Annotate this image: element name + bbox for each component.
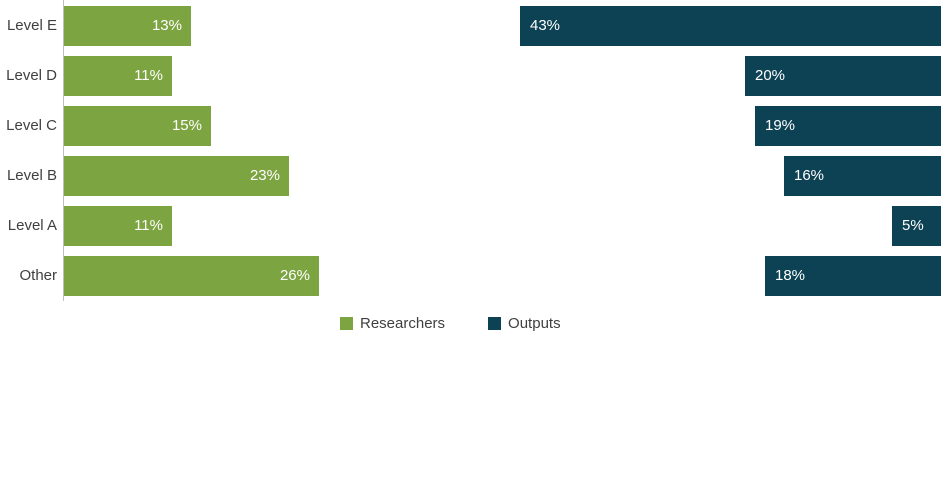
legend: Researchers Outputs bbox=[340, 315, 561, 332]
category-label: Other bbox=[19, 267, 57, 284]
researchers-bar-value: 15% bbox=[171, 117, 202, 134]
outputs-bar: 18% bbox=[765, 256, 941, 296]
legend-label-researchers: Researchers bbox=[360, 315, 446, 332]
outputs-bar-value: 43% bbox=[530, 17, 561, 34]
category-label: Level D bbox=[6, 67, 57, 84]
outputs-bar-value: 19% bbox=[765, 117, 796, 134]
researchers-bar: 23% bbox=[64, 156, 289, 196]
category-label: Level E bbox=[6, 17, 57, 34]
chart-row-level-b: Level B 23% 16% bbox=[0, 156, 945, 196]
category-label: Level B bbox=[6, 167, 57, 184]
outputs-bar: 20% bbox=[745, 56, 941, 96]
researchers-bar: 11% bbox=[64, 56, 172, 96]
outputs-bar: 5% bbox=[892, 206, 941, 246]
outputs-bar-value: 18% bbox=[775, 267, 806, 284]
researchers-bar-value: 13% bbox=[151, 17, 182, 34]
chart-row-level-e: Level E 13% 43% bbox=[0, 6, 945, 46]
researchers-bar: 15% bbox=[64, 106, 211, 146]
chart-row-level-c: Level C 15% 19% bbox=[0, 106, 945, 146]
researchers-bar-value: 11% bbox=[134, 67, 163, 84]
researchers-bar-value: 11% bbox=[134, 217, 163, 234]
outputs-bar: 16% bbox=[784, 156, 941, 196]
researchers-bar: 13% bbox=[64, 6, 191, 46]
outputs-bar: 19% bbox=[755, 106, 941, 146]
outputs-bar-value: 20% bbox=[755, 67, 786, 84]
researchers-bar: 26% bbox=[64, 256, 319, 296]
chart-row-level-a: Level A 11% 5% bbox=[0, 206, 945, 246]
category-label: Level A bbox=[7, 217, 57, 234]
legend-item-outputs: Outputs bbox=[488, 315, 561, 332]
legend-label-outputs: Outputs bbox=[508, 315, 561, 332]
outputs-bar-value: 16% bbox=[794, 167, 825, 184]
researchers-swatch-icon bbox=[340, 317, 353, 330]
legend-item-researchers: Researchers bbox=[340, 315, 445, 332]
outputs-bar: 43% bbox=[520, 6, 941, 46]
researchers-bar-value: 23% bbox=[249, 167, 280, 184]
outputs-swatch-icon bbox=[488, 317, 502, 330]
researchers-bar: 11% bbox=[64, 206, 172, 246]
category-label: Level C bbox=[6, 117, 57, 134]
y-axis-line bbox=[63, 0, 64, 301]
chart-row-other: Other 26% 18% bbox=[0, 256, 945, 296]
outputs-bar-value: 5% bbox=[902, 217, 924, 234]
chart-row-level-d: Level D 11% 20% bbox=[0, 56, 945, 96]
researchers-bar-value: 26% bbox=[279, 267, 310, 284]
